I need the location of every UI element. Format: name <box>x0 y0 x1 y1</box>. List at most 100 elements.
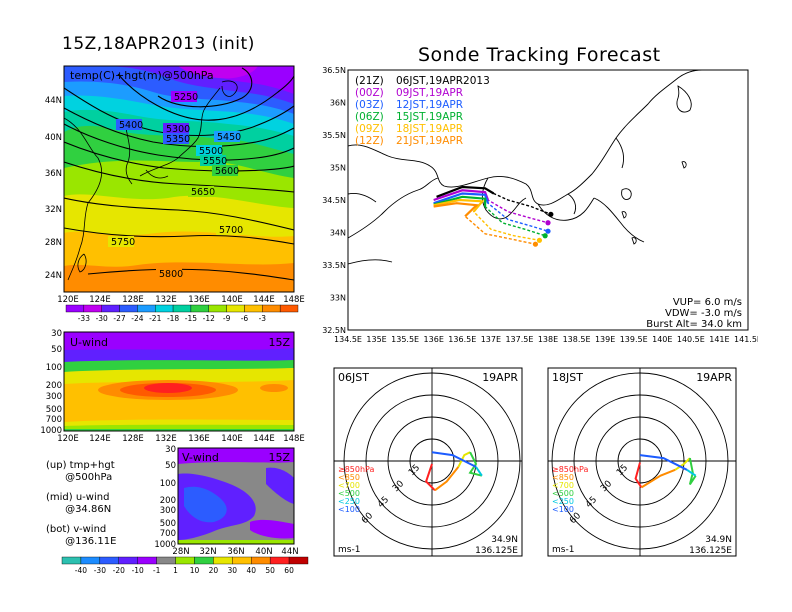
vwind-label: V-wind <box>182 451 219 464</box>
wind-colorbar-label: 50 <box>265 566 275 575</box>
contour-label-5800: 5800 <box>159 269 183 280</box>
uwind-lon-tick: 132E <box>155 434 177 444</box>
track-lon-tick: 135.5E <box>391 335 419 344</box>
uwind-time: 15Z <box>268 336 290 349</box>
launch-code: (06Z) <box>355 111 384 123</box>
vwind-pressure-tick: 50 <box>165 461 176 471</box>
wind-colorbar-label: 20 <box>209 566 219 575</box>
hodo-ring-label: 15 <box>615 463 630 478</box>
uwind-pressure-tick: 700 <box>46 415 62 425</box>
temp-colorbar-cell <box>172 304 192 313</box>
map500-lon-tick: 124E <box>89 295 111 305</box>
hodo-segment-3 <box>468 451 483 477</box>
hodo-18jst-lon: 136.125E <box>689 546 732 556</box>
hodo-legend-entry: <500 <box>552 489 574 498</box>
track-ascent-2 <box>433 192 490 205</box>
vwind-cross-section: V-wind 15Z 30 50 100 200 300 500 700 100… <box>154 445 298 556</box>
track-lon-tick: 140.5E <box>677 335 705 344</box>
track-lat-tick: 34.5N <box>322 196 346 205</box>
map500-lon-tick: 128E <box>122 295 144 305</box>
map500-lon-tick: 120E <box>57 295 79 305</box>
uwind-lon-tick: 128E <box>122 434 144 444</box>
hodograph-18jst: 18JST 19APR 15 30 45 60 ≥850hPa<850<700<… <box>547 367 737 557</box>
map500-lon-tick: 132E <box>155 295 177 305</box>
hodo-legend-entry: ≥850hPa <box>338 465 375 474</box>
uwind-pressure-tick: 50 <box>51 345 62 355</box>
temp-colorbar-cell <box>101 304 120 313</box>
map500-lon-tick: 144E <box>253 295 275 305</box>
uwind-lon-tick: 140E <box>221 434 243 444</box>
hodo-06jst-lon: 136.125E <box>475 546 518 556</box>
vwind-time: 15Z <box>268 451 290 464</box>
track-lon-tick: 137E <box>481 335 501 344</box>
hodo-segment-5 <box>431 451 477 468</box>
temp-colorbar-label: -27 <box>113 314 125 323</box>
hodo-ring-label: 45 <box>376 495 391 510</box>
uwind-pressure-tick: 500 <box>46 405 62 415</box>
track-lon-tick: 134.5E <box>334 335 362 344</box>
hodo-segment-0 <box>634 462 643 488</box>
launch-time: 15JST,19APR <box>396 111 463 123</box>
track-lat-tick: 33N <box>330 294 346 303</box>
hodo-legend-entry: ≥850hPa <box>552 465 589 474</box>
uwind-pressure-tick: 300 <box>46 392 62 402</box>
launch-code: (00Z) <box>355 87 384 99</box>
wind-colorbar-cell <box>80 556 101 565</box>
hodo-legend-entry: <850 <box>552 473 574 482</box>
hodo-legend-entry: <700 <box>338 481 360 490</box>
contour-label-5300: 5300 <box>166 124 190 135</box>
temp-colorbar-label: -21 <box>149 314 161 323</box>
contour-label-5250: 5250 <box>174 92 198 103</box>
temp-colorbar-label: -9 <box>223 314 231 323</box>
track-ascent-5 <box>433 202 480 218</box>
map500-lat-tick: 24N <box>45 271 62 281</box>
temp-colorbar: -33 -30 -27 -24 -21 -18 -15 -12 -9 -6 -3 <box>65 304 299 323</box>
track-landing-point-0 <box>548 211 554 217</box>
hodo-ring-label: 30 <box>599 479 614 494</box>
note-bottom-panel: (bot) v-wind @136.11E <box>46 524 117 547</box>
uwind-pressure-tick: 1000 <box>40 426 62 436</box>
launch-time: 06JST,19APR2013 <box>396 75 490 87</box>
launch-code: (12Z) <box>355 135 384 147</box>
wind-colorbar-cell <box>99 556 119 565</box>
contour-label-5700: 5700 <box>219 225 243 236</box>
track-ascent-3 <box>433 195 487 207</box>
uwind-lon-tick: 124E <box>89 434 111 444</box>
hodo-segment-5 <box>639 454 688 471</box>
temp-colorbar-label: -33 <box>78 314 90 323</box>
vwind-lat-tick: 40N <box>255 547 272 556</box>
wind-colorbar-cell <box>175 556 195 565</box>
vwind-lat-tick: 44N <box>281 547 298 556</box>
hodo-legend-entry: <250 <box>552 497 574 506</box>
hodo-legend-entry: <700 <box>552 481 574 490</box>
track-lon-tick: 139E <box>595 335 615 344</box>
uwind-pressure-tick: 30 <box>51 329 62 339</box>
track-landing-point-1 <box>545 220 551 226</box>
temp-colorbar-label: -15 <box>185 314 197 323</box>
vwind-pressure-tick: 300 <box>160 506 176 516</box>
hodo-06jst-date: 19APR <box>482 371 518 384</box>
track-lon-tick: 135E <box>366 335 386 344</box>
hodo-legend-entry: <850 <box>338 473 360 482</box>
contour-label-5600: 5600 <box>215 166 239 177</box>
hodo-segment-3 <box>688 457 697 486</box>
hodo-segment-2 <box>457 451 471 468</box>
track-lon-tick: 141E <box>709 335 729 344</box>
uwind-label: U-wind <box>70 336 108 349</box>
track-lat-tick: 34N <box>330 229 346 238</box>
wind-colorbar-cell <box>61 556 82 565</box>
temp-colorbar-cell <box>190 304 209 313</box>
launch-code: (03Z) <box>355 99 384 111</box>
hodo-legend-entry: <100 <box>338 505 360 514</box>
vwind-pressure-tick: 200 <box>160 496 176 506</box>
contour-label-5650: 5650 <box>191 187 215 198</box>
note-upper-panel: (up) tmp+hgt @500hPa <box>46 460 115 483</box>
hodograph-06jst: 06JST 19APR 15 30 45 60 ≥850hPa<850<700<… <box>333 367 523 557</box>
left-title: 15Z,18APR2013 (init) <box>62 34 255 54</box>
hodo-18jst-time: 18JST <box>552 371 583 384</box>
wind-colorbar-label: -30 <box>94 566 106 575</box>
hodo-segment-4 <box>686 468 697 477</box>
param-vdw: VDW= -3.0 m/s <box>665 308 742 319</box>
wind-colorbar-label: 30 <box>228 566 238 575</box>
param-vup: VUP= 6.0 m/s <box>673 297 742 308</box>
